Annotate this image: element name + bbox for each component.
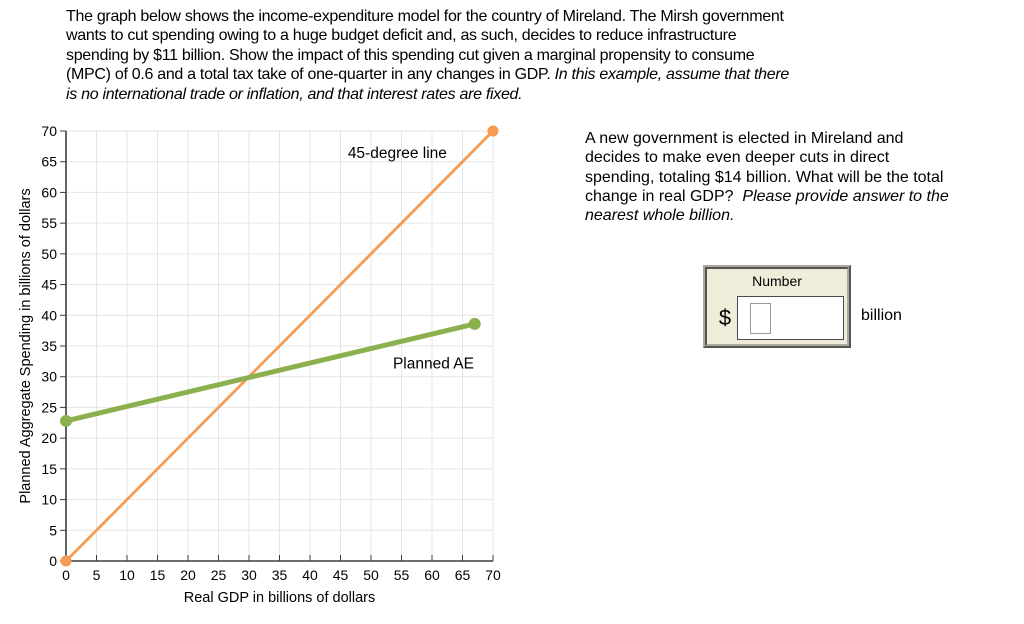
series-endpoint-dot: [468, 317, 481, 330]
instructions-line: wants to cut spending owing to a huge bu…: [66, 27, 737, 45]
y-tick-label: 20: [41, 430, 57, 446]
series-endpoint-dot: [487, 125, 499, 137]
y-tick-label: 70: [41, 123, 57, 139]
y-tick-label: 5: [49, 522, 57, 538]
instructions-line: spending by $11 billion. Show the impact…: [66, 46, 755, 64]
x-tick-label: 65: [455, 567, 471, 583]
x-tick-label: 0: [62, 567, 70, 583]
instructions-line: is no international trade or inflation, …: [66, 85, 523, 103]
y-tick-label: 45: [41, 277, 57, 293]
answer-panel: Number $: [703, 265, 851, 348]
y-tick-label: 35: [41, 338, 57, 354]
x-tick-label: 55: [394, 567, 410, 583]
y-tick-label: 15: [41, 461, 57, 477]
x-tick-label: 70: [485, 567, 501, 583]
instructions-line: (MPC) of 0.6 and a total tax take of one…: [66, 66, 789, 84]
y-tick-label: 50: [41, 246, 57, 262]
question-line: change in real GDP? Please provide answe…: [585, 187, 949, 205]
y-tick-label: 25: [41, 399, 57, 415]
annotation-45-degree-line: 45-degree line: [348, 145, 447, 162]
x-axis-label: Real GDP in billions of dollars: [184, 590, 376, 606]
chart-svg: 0 5 10 15 20 25 30 35 40 45 50 55 60 65 70 0 5 10 15 20 25 30…: [18, 123, 501, 606]
x-tick-label: 40: [302, 567, 318, 583]
y-tick-label: 10: [41, 492, 57, 508]
y-tick-label: 55: [41, 215, 57, 231]
answer-input[interactable]: [737, 296, 844, 340]
x-tick-label: 30: [241, 567, 257, 583]
series-planned-ae: [65, 321, 476, 424]
answer-panel-label: Number: [752, 273, 802, 289]
x-tick-label: 50: [363, 567, 379, 583]
income-expenditure-chart: 0 5 10 15 20 25 30 35 40 45 50 55 60 65 70 0 5 10 15 20 25 30…: [0, 120, 520, 624]
question-text: A new government is elected in Mireland …: [585, 129, 1024, 231]
currency-symbol: $: [718, 305, 732, 330]
x-tick-label: 15: [150, 567, 166, 583]
series-endpoint-dot: [60, 555, 72, 567]
y-tick-label: 65: [41, 154, 57, 170]
instructions-line: The graph below shows the income-expendi…: [66, 8, 784, 25]
x-tick-label: 60: [424, 567, 440, 583]
question-line: A new government is elected in Mireland …: [585, 130, 904, 147]
question-line: spending, totaling $14 billion. What wil…: [585, 168, 944, 186]
x-tick-label: 20: [180, 567, 196, 583]
y-axis-label: Planned Aggregate Spending in billions o…: [18, 188, 34, 503]
question-line: decides to make even deeper cuts in dire…: [585, 149, 890, 167]
x-tick-label: 35: [272, 567, 288, 583]
y-tick-label: 40: [41, 307, 57, 323]
x-tick-label: 25: [211, 567, 227, 583]
x-tick-label: 10: [119, 567, 135, 583]
series-endpoint-dot: [60, 414, 72, 427]
unit-label: billion: [861, 307, 902, 324]
x-tick-label: 45: [333, 567, 349, 583]
question-line: nearest whole billion.: [585, 207, 735, 225]
annotation-planned-ae: Planned AE: [393, 356, 474, 373]
y-tick-label: 30: [41, 369, 57, 385]
y-tick-label: 60: [41, 184, 57, 200]
x-tick-label: 5: [93, 567, 101, 583]
y-tick-label: 0: [49, 553, 57, 569]
instructions-text: The graph below shows the income-expendi…: [66, 7, 1018, 104]
series-45-degree-line: [65, 130, 494, 562]
